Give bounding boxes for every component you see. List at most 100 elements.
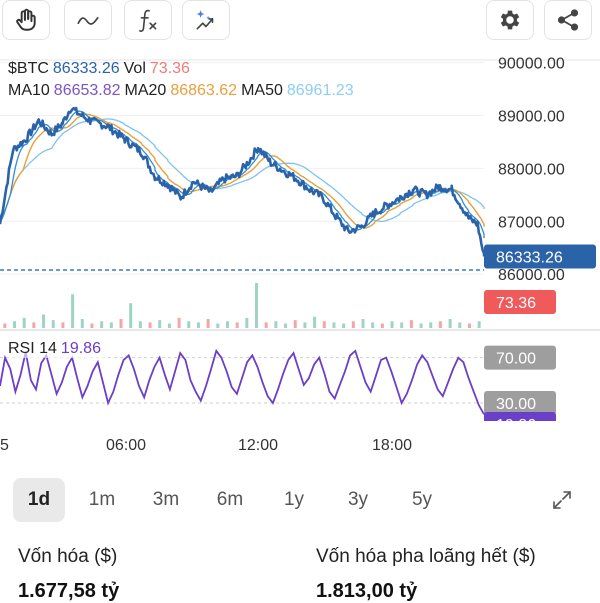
rsi-series <box>0 348 485 415</box>
volume-bar <box>129 303 133 328</box>
volume-bar <box>42 314 46 328</box>
volume-bar <box>51 320 55 328</box>
volume-bar <box>206 319 210 328</box>
timeframe-5y[interactable]: 5y <box>411 489 433 510</box>
volume-bar <box>371 322 375 328</box>
price-tag: 86333.26 <box>484 244 596 269</box>
volume-bar <box>80 319 84 328</box>
y-tick-label: 90000.00 <box>498 56 565 73</box>
hand-icon <box>16 8 36 31</box>
volume-bar <box>303 322 307 328</box>
volume-bar <box>32 322 36 328</box>
volume-bar <box>342 323 346 328</box>
timeframe-3y[interactable]: 3y <box>347 489 369 510</box>
price-chart[interactable]: 90000.00 89000.00 88000.00 87000.00 86000.00… <box>0 40 600 460</box>
timeframe-1m[interactable]: 1m <box>88 489 116 510</box>
volume-tag-text: 73.36 <box>496 295 536 312</box>
volume-bar <box>380 323 384 328</box>
timeframe-3m[interactable]: 3m <box>152 489 180 510</box>
volume-tag-bg <box>484 290 556 314</box>
volume-bar <box>119 319 123 328</box>
rsi-level-tag-bg <box>484 345 556 370</box>
ma50-line <box>0 118 485 225</box>
volume-bar <box>419 323 423 328</box>
volume-bar <box>458 322 462 328</box>
volume-bar <box>109 322 113 328</box>
y-tick-label: 88000.00 <box>498 161 565 178</box>
rsi-level-tag-bg <box>484 391 556 415</box>
timeframe-6m[interactable]: 6m <box>216 489 244 510</box>
ma20-label: MA20 <box>124 82 167 99</box>
ma20-value: 86863.62 <box>170 82 238 99</box>
axis-mask <box>480 421 600 460</box>
x-axis-labels: 5 06:00 12:00 18:00 <box>0 437 412 454</box>
volume-bar <box>245 317 249 328</box>
rsi-level-tag-text: 70.00 <box>496 351 536 368</box>
rsi-line <box>0 348 485 415</box>
price-line <box>0 106 486 257</box>
indicators-button[interactable] <box>124 0 172 40</box>
x-tick-label: 5 <box>0 437 9 454</box>
volume-bar <box>177 317 181 328</box>
volume-bar <box>148 322 152 328</box>
volume-bar <box>400 322 404 328</box>
volume-bar <box>351 321 355 328</box>
line-icon <box>77 16 99 25</box>
vol-label: Vol <box>123 60 146 77</box>
rsi-level-tag-text: 30.00 <box>496 396 536 413</box>
settings-button[interactable] <box>486 0 534 40</box>
share-icon <box>557 9 579 31</box>
volume-bar <box>274 321 278 328</box>
share-button[interactable] <box>544 0 592 40</box>
volume-bar <box>90 323 94 328</box>
rsi-label: RSI 14 <box>8 340 57 357</box>
x-tick-label: 18:00 <box>372 437 412 454</box>
vol-value: 73.36 <box>149 60 190 77</box>
rsi-legend: RSI 14 19.86 <box>8 340 105 358</box>
price-tag-bg <box>484 244 596 269</box>
price-value: 86333.26 <box>52 60 120 77</box>
expand-icon <box>553 491 571 509</box>
volume-bar <box>216 323 220 328</box>
rsi-value: 19.86 <box>60 340 101 357</box>
volume-bar <box>322 321 326 328</box>
market-cap-value: 1.677,58 tỷ <box>18 580 120 602</box>
y-tick-label: 87000.00 <box>498 214 565 231</box>
volume-bar <box>138 321 142 328</box>
ma50-label: MA50 <box>241 82 283 99</box>
volume-bar <box>225 321 229 328</box>
ma50-value: 86961.23 <box>286 82 354 99</box>
volume-bar <box>13 321 17 328</box>
ai-insights-button[interactable] <box>182 0 230 40</box>
rsi-level-tag: 30.00 <box>484 391 556 415</box>
ma10-line <box>0 110 485 239</box>
gear-icon <box>500 10 520 30</box>
volume-bar <box>22 317 26 328</box>
volume-bar <box>264 322 268 328</box>
volume-bar <box>390 321 394 328</box>
x-tick-label: 06:00 <box>106 437 146 454</box>
ma10-value: 86653.82 <box>53 82 121 99</box>
fdv-value: 1.813,00 tỷ <box>316 580 418 602</box>
timeframe-1d[interactable]: 1d <box>13 478 65 522</box>
volume-bar <box>477 321 481 328</box>
volume-bar <box>293 320 297 328</box>
draw-line-button[interactable] <box>64 0 112 40</box>
volume-bar <box>284 323 288 328</box>
ma10-label: MA10 <box>8 82 50 99</box>
volume-bar <box>71 294 75 328</box>
volume-bar <box>313 316 317 328</box>
hand-tool-button[interactable] <box>2 0 50 40</box>
market-cap-label: Vốn hóa ($) <box>18 546 118 567</box>
fullscreen-button[interactable] <box>540 478 584 522</box>
timeframe-1y[interactable]: 1y <box>283 489 305 510</box>
legend-row-1: $BTC 86333.26 Vol 73.36 <box>8 60 194 78</box>
ai-sparkle-icon <box>196 10 214 30</box>
rsi-level-tag: 70.00 <box>484 345 556 370</box>
volume-bar <box>3 323 7 328</box>
x-tick-label: 12:00 <box>238 437 278 454</box>
legend-row-2: MA10 86653.82 MA20 86863.62 MA50 86961.23 <box>8 82 358 100</box>
volume-bar <box>438 321 442 328</box>
volume-bar <box>100 321 104 328</box>
